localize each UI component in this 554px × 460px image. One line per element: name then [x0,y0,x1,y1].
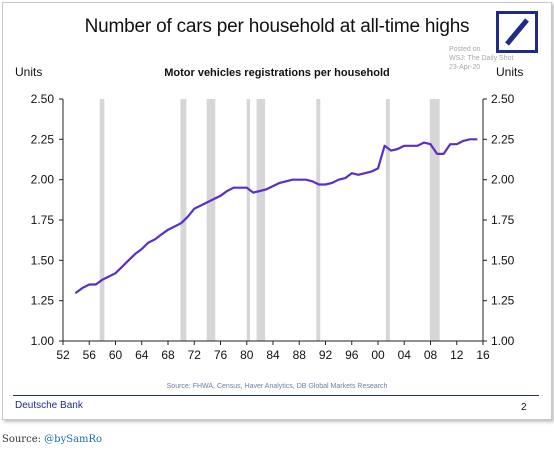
y-tick-label-right: 1.50 [491,253,515,267]
x-tick-label: 08 [424,348,438,362]
posting-info-line3: 23-Apr-20 [449,64,481,71]
x-tick-label: 12 [450,348,464,362]
credit-prefix: Source: [2,434,45,445]
y-tick-label-left: 1.00 [31,334,55,348]
left-axis-units: Units [15,65,43,79]
recession-bar [256,99,266,341]
x-tick-label: 80 [240,348,254,362]
line-chart: 1.00 1.00 1.25 1.25 1.50 1.50 1.75 1.75 2.00 2.00… [31,92,515,362]
y-tick-label-left: 1.50 [31,253,55,267]
x-tick-label: 56 [83,348,97,362]
data-source-note: Source: FHWA, Census, Haver Analytics, D… [166,383,388,390]
x-tick-label: 68 [161,348,175,362]
image-credit: Source: @bySamRo [2,434,102,445]
recession-bar [99,99,105,341]
brand-name: Deutsche Bank [15,400,83,411]
x-tick-label: 16 [476,348,490,362]
recession-bar [429,99,440,341]
x-tick-label: 52 [56,348,70,362]
y-tick-label-left: 1.25 [31,294,55,308]
tick-labels: 1.00 1.00 1.25 1.25 1.50 1.50 1.75 1.75 2.00 2.00… [31,92,515,362]
series-line [74,138,478,294]
x-tick-label: 92 [319,348,333,362]
y-tick-label-right: 1.75 [491,213,515,227]
credit-handle-link[interactable]: @bySamRo [44,434,103,445]
divider [13,395,539,396]
series-line-layer [74,138,478,294]
y-tick-label-left: 2.25 [31,132,55,146]
y-tick-label-right: 2.25 [491,132,515,146]
x-tick-label: 04 [398,348,412,362]
y-tick-label-right: 2.50 [491,92,515,106]
y-tick-label-left: 1.75 [31,213,55,227]
recession-bar [206,99,216,341]
recession-bar [316,99,321,341]
x-tick-label: 84 [266,348,280,362]
chart-title: Number of cars per household at all-time… [84,16,470,37]
recession-bar [246,99,251,341]
y-tick-label-left: 2.50 [31,92,55,106]
recession-bar [385,99,390,341]
axes [59,98,487,345]
y-tick-label-right: 1.00 [491,334,515,348]
chart-subtitle: Motor vehicles registrations per househo… [164,67,390,79]
posting-info-line1: Posted on [449,46,481,53]
x-tick-label: 64 [135,348,149,362]
x-tick-label: 00 [371,348,385,362]
x-tick-label: 96 [345,348,359,362]
x-tick-label: 88 [293,348,307,362]
deutsche-bank-slash-square-icon [496,11,538,53]
y-tick-label-right: 2.00 [491,173,515,187]
recession-bars [99,99,440,341]
x-tick-label: 76 [214,348,228,362]
x-tick-label: 72 [188,348,202,362]
x-tick-label: 60 [109,348,123,362]
posting-info-line2: WSJ: The Daily Shot [449,55,514,62]
page-number: 2 [521,402,527,413]
y-tick-label-left: 2.00 [31,173,55,187]
y-tick-label-right: 1.25 [491,294,515,308]
chart-frame: Number of cars per household at all-time… [2,2,552,420]
right-axis-units: Units [496,65,524,79]
posting-info: Posted on WSJ: The Daily Shot 23-Apr-20 [449,45,514,72]
